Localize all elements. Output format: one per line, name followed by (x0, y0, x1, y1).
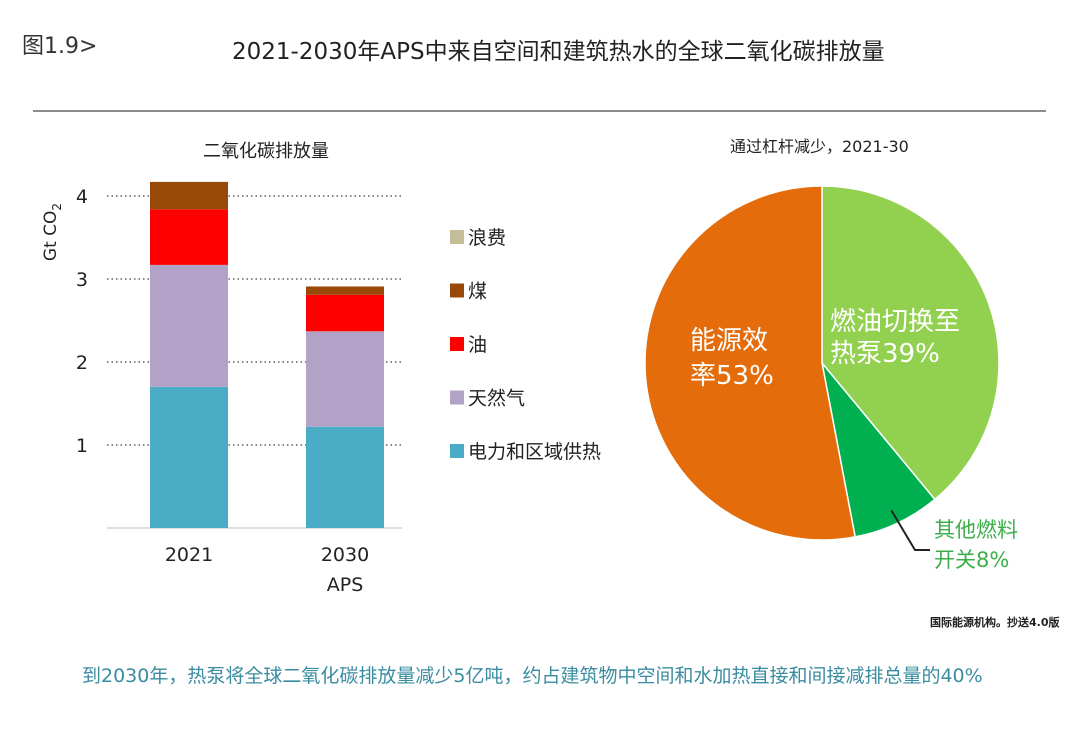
bar-chart-title: 二氧化碳排放量 (203, 141, 329, 162)
x-tick-label: 2030 (321, 544, 369, 566)
leader-line (890, 509, 930, 551)
bar-segment (150, 181, 228, 210)
y-tick-label: 1 (76, 435, 88, 457)
pie-label: 热泵39% (830, 339, 940, 369)
y-tick-label: 4 (76, 186, 88, 208)
bar-segment (150, 209, 228, 265)
legend-swatch (450, 230, 464, 244)
pie-slice (644, 185, 857, 541)
legend-label: 电力和区域供热 (468, 441, 601, 463)
bar-segment (306, 286, 384, 295)
page-title: 2021-2030年APS中来自空间和建筑热水的全球二氧化碳排放量 (232, 39, 885, 65)
title-divider (33, 110, 1046, 112)
legend-label: 油 (468, 334, 487, 356)
legend-swatch (450, 283, 464, 298)
figure-label: 图1.9> (22, 34, 98, 59)
bar-segment (150, 386, 228, 528)
pie-label: 燃油切换至 (830, 307, 960, 337)
x-tick-sublabel: APS (327, 574, 364, 596)
y-tick-label: 3 (76, 269, 88, 291)
pie-label: 其他燃料 (934, 518, 1018, 542)
bar-segment (306, 331, 384, 427)
legend-label: 浪费 (468, 227, 506, 249)
legend-swatch (450, 337, 464, 351)
pie-label: 开关8% (934, 548, 1009, 572)
pie-slice (821, 185, 1000, 501)
legend-swatch (450, 390, 464, 405)
pie-label: 能源效 (690, 326, 768, 356)
source-note: 国际能源机构。抄送4.0版 (930, 616, 1060, 629)
pie-slice (821, 362, 936, 538)
legend-label: 煤 (468, 281, 487, 303)
x-tick-label: 2021 (165, 544, 213, 566)
bar-segment (306, 426, 384, 528)
legend-label: 天然气 (468, 388, 525, 410)
legend-swatch (450, 444, 464, 458)
y-tick-label: 2 (76, 352, 88, 374)
bar-segment (306, 294, 384, 332)
pie-label: 率53% (690, 361, 774, 391)
y-axis-title: Gt CO2 (41, 203, 64, 261)
footer-note: 到2030年，热泵将全球二氧化碳排放量减少5亿吨，约占建筑物中空间和水加热直接和… (82, 665, 983, 687)
pie-chart-title: 通过杠杆减少，2021-30 (730, 137, 909, 156)
bar-segment (150, 264, 228, 387)
